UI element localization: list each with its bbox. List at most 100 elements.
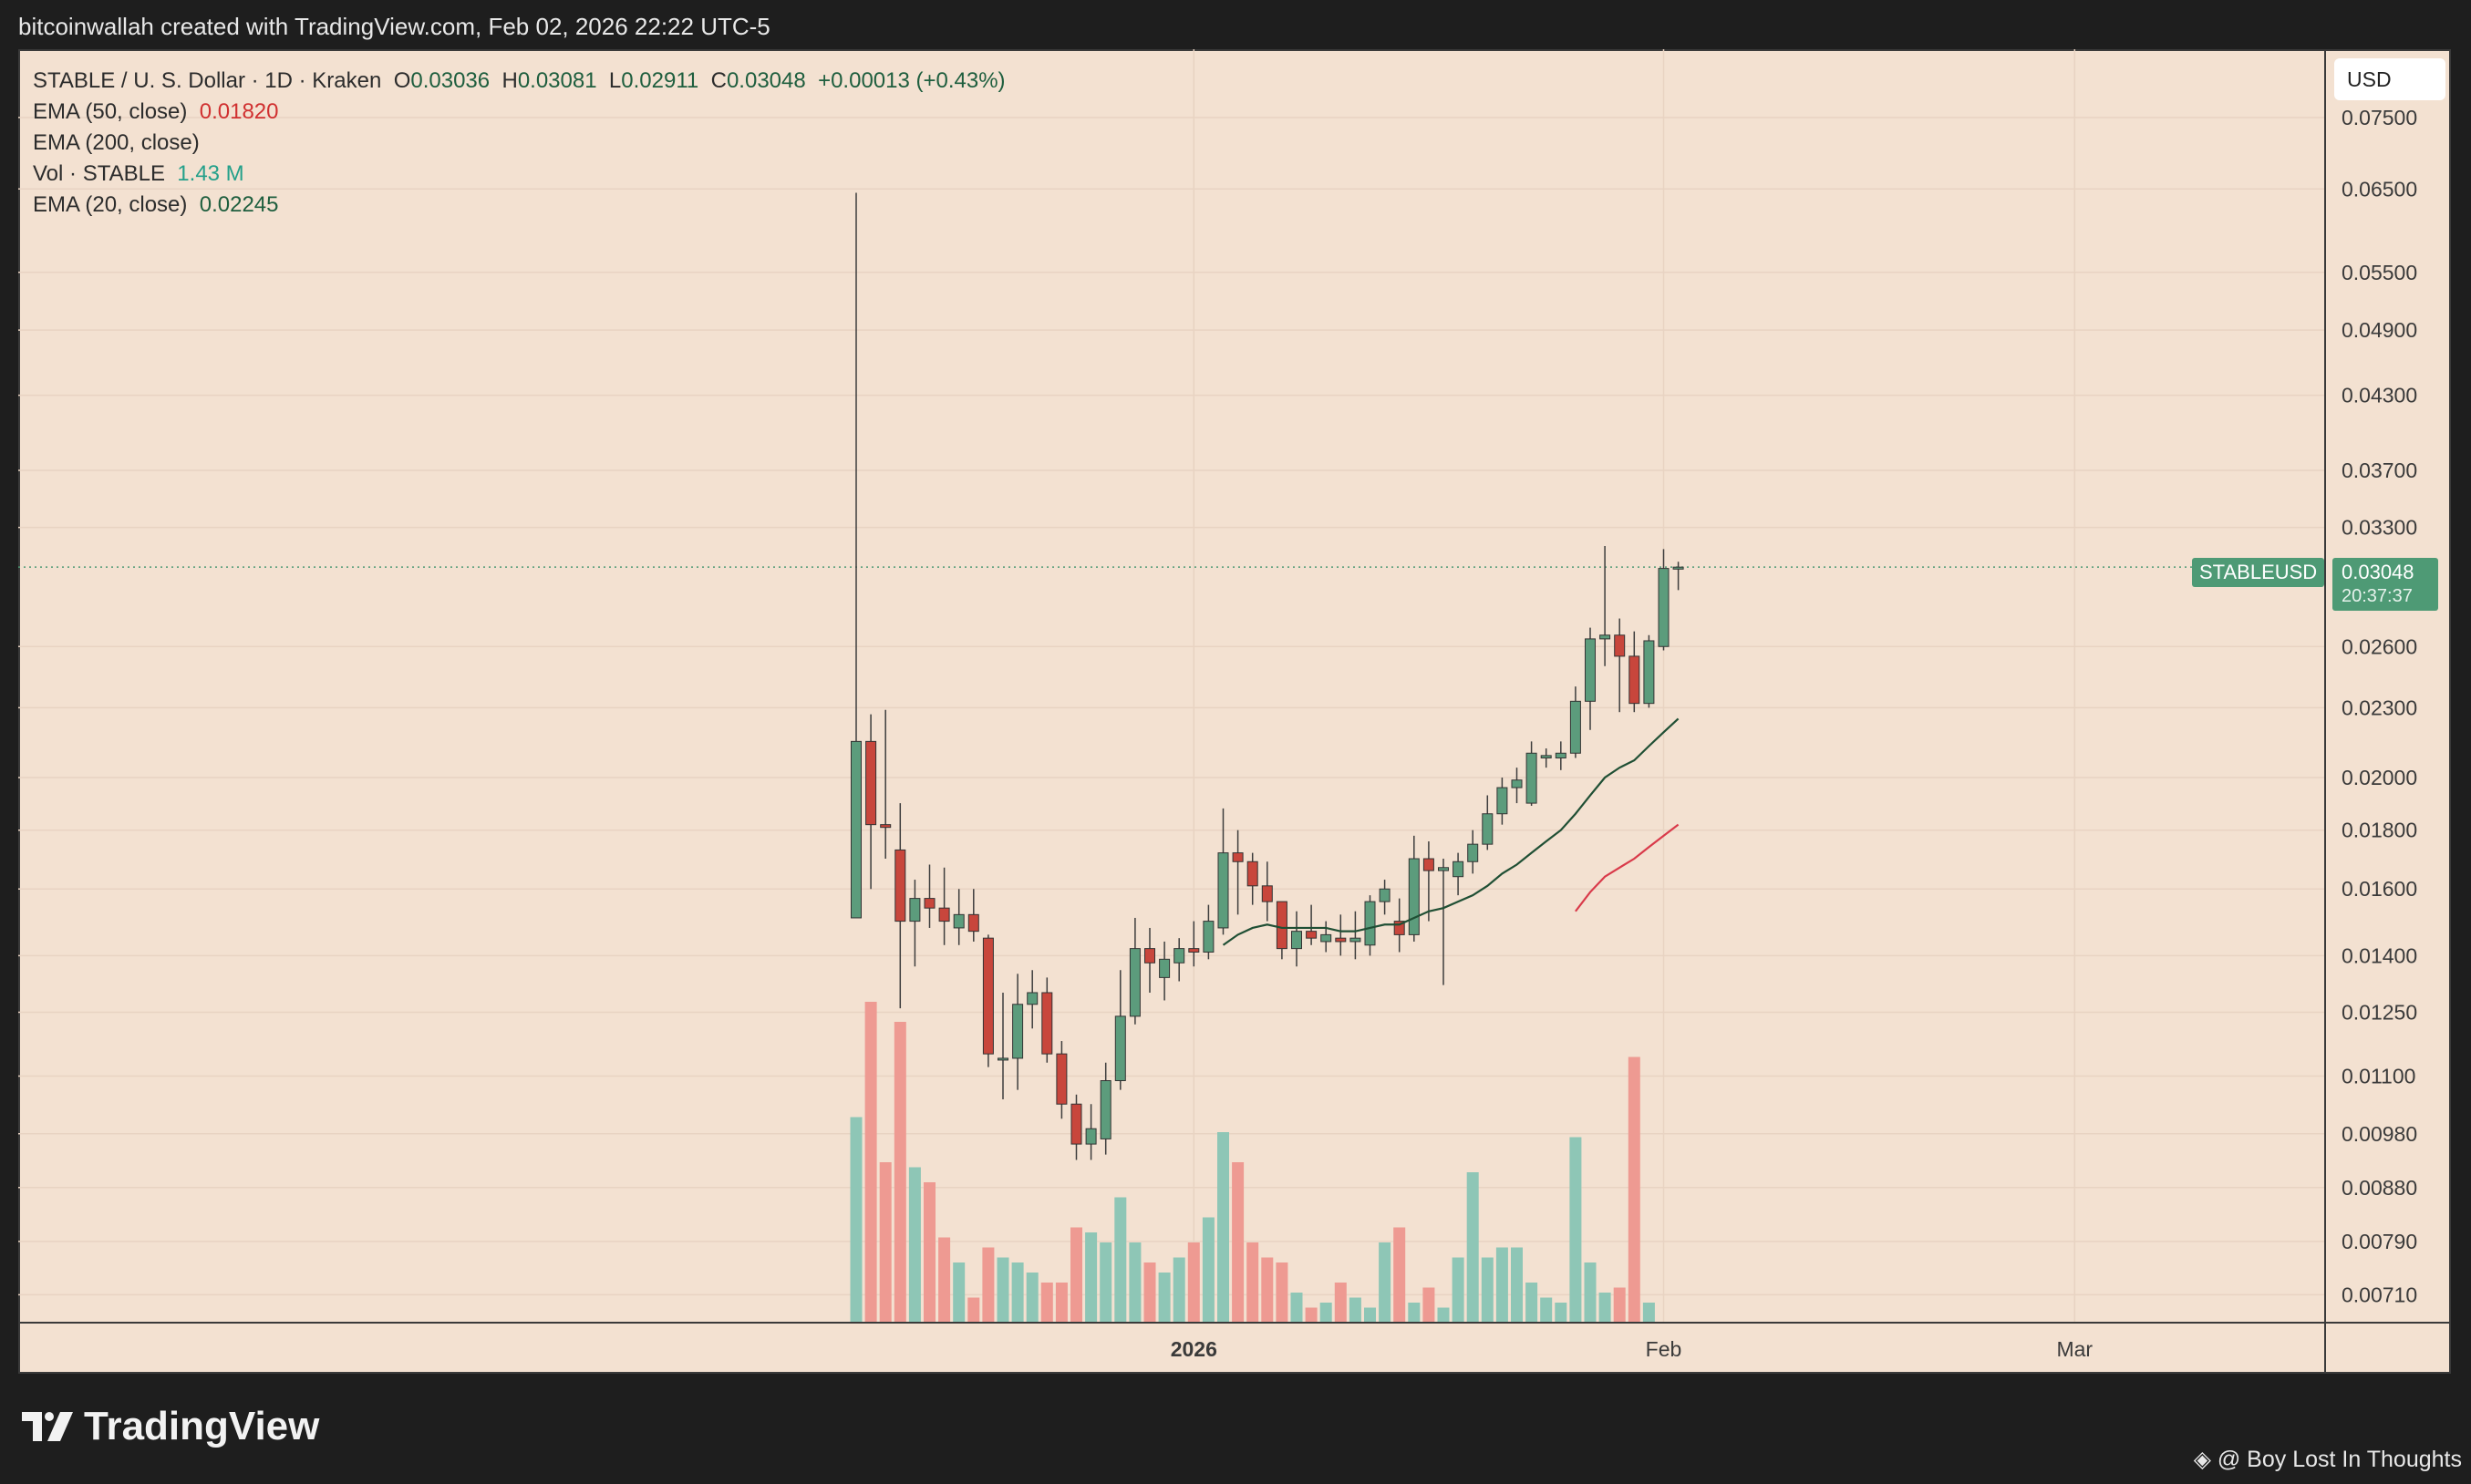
candle-body: [1291, 931, 1302, 950]
candle-body: [894, 849, 906, 922]
candle: [1482, 795, 1494, 850]
candle: [880, 709, 892, 860]
price-tick-label: 0.04300: [2342, 384, 2417, 407]
candle: [924, 864, 936, 928]
candle: [1203, 904, 1215, 960]
candle: [1291, 911, 1302, 967]
price-axis: 0.07500 0.06500 0.05500 0.04900 0.04300 0.037…: [2342, 106, 2417, 1306]
volume-bar: [1290, 1293, 1303, 1323]
price-tick-label: 0.06500: [2342, 177, 2417, 201]
price-tick-label: 0.03300: [2342, 516, 2417, 540]
last-price-value: 0.03048: [2342, 561, 2414, 583]
candle: [1569, 686, 1581, 758]
candle: [1246, 852, 1258, 905]
candle: [1438, 859, 1449, 985]
candle: [1276, 901, 1287, 960]
ema50-line: [1575, 823, 1680, 912]
volume-bar: [1040, 1283, 1053, 1323]
price-tick-label: 0.00710: [2342, 1283, 2417, 1306]
chart-legend: STABLE / U. S. Dollar · 1D · Kraken O0.0…: [33, 66, 1006, 221]
candle: [1306, 904, 1318, 945]
volume-bar: [1495, 1247, 1508, 1323]
volume-bar: [1613, 1287, 1626, 1323]
price-tick-label: 0.05500: [2342, 261, 2417, 284]
candle: [1070, 1094, 1082, 1160]
volume-bar: [1187, 1242, 1200, 1323]
candle-body: [938, 907, 950, 922]
volume-bar: [1334, 1283, 1347, 1323]
ema50-row[interactable]: EMA (50, close) 0.01820: [33, 97, 1006, 128]
open-value: 0.03036: [410, 68, 491, 93]
candle: [1012, 974, 1024, 1090]
candle-body: [1159, 958, 1171, 978]
volume-bar: [879, 1162, 892, 1323]
candle: [1100, 1062, 1111, 1155]
volume-bar: [1173, 1257, 1185, 1323]
candle: [1408, 835, 1420, 942]
volume-bar: [967, 1297, 980, 1323]
last-price-label: 0.03048 20:37:37: [2332, 558, 2438, 611]
volume-bar: [997, 1257, 1009, 1323]
tradingview-logo[interactable]: TradingView: [20, 1404, 319, 1449]
volume-bar: [1305, 1307, 1318, 1323]
price-tick-label: 0.01400: [2342, 943, 2417, 967]
candle: [1364, 895, 1376, 956]
ema20-row[interactable]: EMA (20, close) 0.02245: [33, 190, 1006, 221]
chart-area[interactable]: [18, 49, 2451, 1374]
volume-bar: [1584, 1262, 1597, 1323]
volume-bar: [1232, 1162, 1245, 1323]
candle: [1525, 741, 1537, 806]
candle: [1672, 562, 1684, 591]
candle: [1379, 880, 1391, 915]
volume-bar: [1408, 1303, 1421, 1323]
close-value: 0.03048: [726, 68, 806, 93]
volume-bar: [1555, 1303, 1567, 1323]
low-label: L: [608, 68, 622, 93]
high-label: H: [501, 68, 518, 93]
candle: [1628, 631, 1640, 713]
candle: [1540, 748, 1552, 768]
candlestick-chart[interactable]: 0.07500 0.06500 0.05500 0.04900 0.04300 0.037…: [18, 49, 2451, 1374]
candle: [982, 934, 994, 1067]
volume-row[interactable]: Vol · STABLE 1.43 M: [33, 159, 1006, 190]
ema200-row[interactable]: EMA (200, close): [33, 128, 1006, 159]
candle-body: [1261, 885, 1273, 902]
change-value: +0.00013 (+0.43%): [818, 68, 1006, 93]
candle: [1467, 830, 1479, 874]
currency-button[interactable]: USD: [2334, 58, 2445, 100]
candle-body: [1422, 858, 1434, 871]
volume-bar: [1437, 1307, 1450, 1323]
candle-body: [1027, 992, 1039, 1005]
candle-body: [1496, 787, 1508, 815]
grid-lines: [18, 49, 2325, 1323]
candle-body: [1041, 992, 1053, 1055]
candle-body: [967, 913, 979, 933]
symbol-row[interactable]: STABLE / U. S. Dollar · 1D · Kraken O0.0…: [33, 66, 1006, 97]
candle-body: [1643, 640, 1655, 705]
bar-countdown: 20:37:37: [2342, 586, 2413, 606]
time-axis: 2026 Feb Mar: [1171, 1337, 2094, 1361]
candle-body: [1453, 861, 1464, 878]
candle-body: [1569, 700, 1581, 754]
price-tick-label: 0.02000: [2342, 766, 2417, 789]
candle-body: [1585, 638, 1596, 702]
candle: [1335, 914, 1347, 956]
candle-body: [1129, 948, 1141, 1017]
candle-body: [1012, 1004, 1024, 1059]
candle-body: [1114, 1015, 1126, 1082]
candle-body: [1393, 921, 1405, 935]
candle-body: [1628, 655, 1640, 705]
price-tick-label: 0.00980: [2342, 1122, 2417, 1146]
volume-bar: [1379, 1242, 1391, 1323]
candle: [1159, 941, 1171, 1001]
candle: [1585, 627, 1596, 730]
price-tick-label: 0.00790: [2342, 1230, 2417, 1253]
candle: [1555, 741, 1566, 770]
low-value: 0.02911: [621, 68, 699, 93]
candles: [851, 192, 1684, 1160]
candle-body: [1188, 948, 1200, 953]
candle: [1188, 921, 1200, 967]
volume-bar: [1628, 1056, 1640, 1323]
candle-body: [1511, 779, 1523, 788]
volume-bar: [1319, 1303, 1332, 1323]
